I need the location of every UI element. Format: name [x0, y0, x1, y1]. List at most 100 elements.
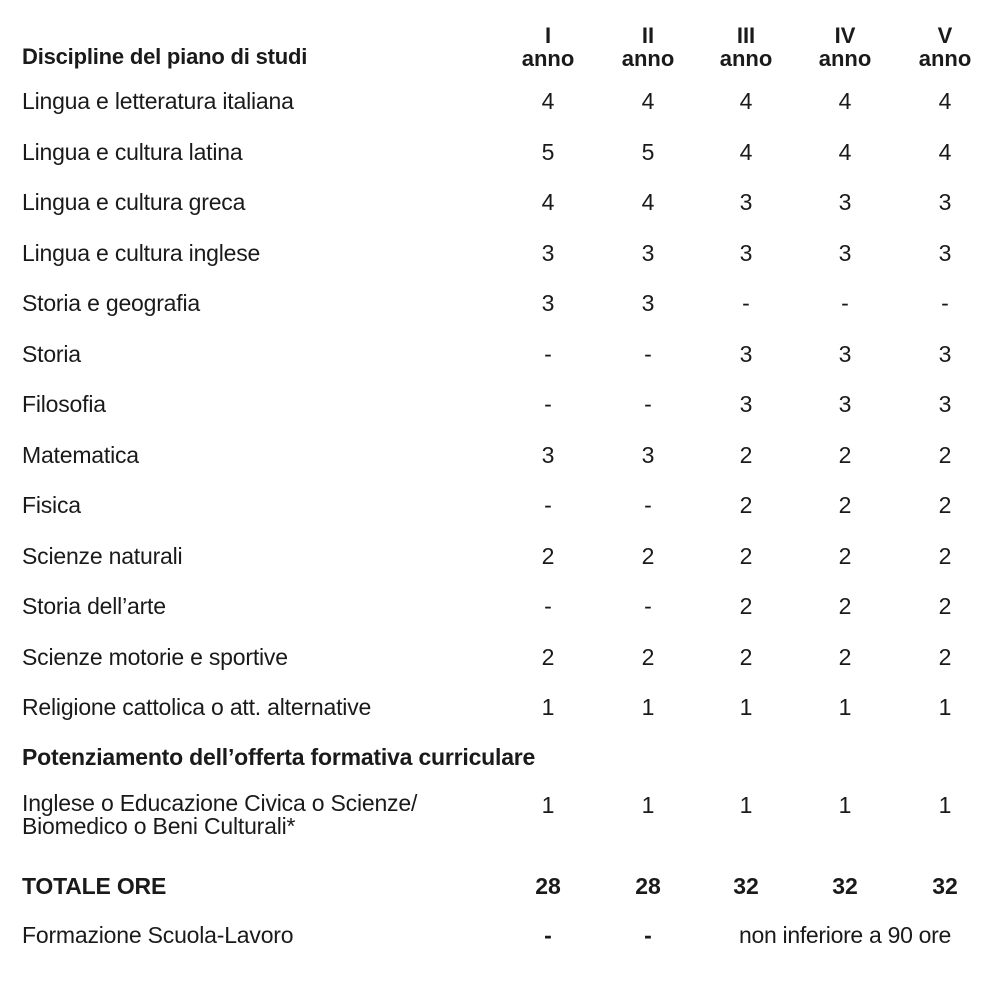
header-year-5: V anno [905, 24, 985, 70]
hours-cell: 2 [739, 492, 753, 518]
hours-cell: 3 [739, 391, 753, 417]
hours-cell: - [544, 593, 552, 619]
hours-cell: - [644, 391, 652, 417]
subject-row: Lingua e letteratura italiana 4 4 4 4 4 [0, 88, 1000, 128]
hours-cell: 3 [938, 340, 952, 367]
hours-cell: 4 [938, 138, 952, 165]
hours-cell: 3 [838, 340, 852, 367]
enrichment-name-line: Inglese o Educazione Civica o Scienze/ [22, 790, 418, 816]
hours-cell: - [544, 340, 552, 367]
hours-cell: 1 [938, 792, 952, 818]
subject-row: Storia dell’arte - - 2 2 2 [0, 593, 1000, 633]
hours-cell: 5 [541, 138, 555, 165]
hours-cell: 1 [541, 694, 555, 720]
hours-cell: 3 [739, 340, 753, 367]
header-year-2: II anno [608, 24, 688, 70]
hours-cell: 4 [541, 88, 555, 114]
hours-cell: 2 [938, 643, 952, 670]
header-year-4: IV anno [805, 24, 885, 70]
hours-cell: 1 [838, 694, 852, 720]
subject-row: Scienze naturali 2 2 2 2 2 [0, 543, 1000, 583]
hours-cell: 3 [838, 239, 852, 266]
hours-cell: 3 [938, 239, 952, 266]
hours-cell: 3 [641, 290, 655, 316]
subject-name: Storia [22, 340, 81, 367]
hours-cell: 3 [541, 441, 555, 468]
hours-cell: 3 [739, 239, 753, 266]
total-label: TOTALE ORE [22, 873, 167, 899]
subject-name: Storia e geografia [22, 290, 200, 316]
hours-cell: 1 [739, 694, 753, 720]
subject-row: Lingua e cultura greca 4 4 3 3 3 [0, 189, 1000, 229]
hours-cell: 1 [838, 792, 852, 818]
hours-cell: - [644, 593, 652, 619]
hours-cell: 2 [541, 643, 555, 670]
year-label: anno [521, 46, 575, 71]
hours-cell: 2 [938, 593, 952, 619]
year-label: anno [719, 46, 773, 71]
hours-cell: 3 [938, 391, 952, 417]
subject-name: Lingua e letteratura italiana [22, 88, 294, 114]
hours-cell: 2 [641, 542, 655, 569]
hours-cell: 2 [838, 643, 852, 670]
hours-cell: 4 [641, 189, 655, 215]
subject-name: Lingua e cultura greca [22, 189, 246, 215]
hours-cell: 3 [641, 441, 655, 468]
hours-cell: 2 [838, 492, 852, 518]
year-label: anno [918, 46, 972, 71]
subject-name: Lingua e cultura inglese [22, 239, 261, 266]
subject-name: Scienze motorie e sportive [22, 643, 288, 670]
year-roman: I [544, 23, 552, 48]
enrichment-row: Inglese o Educazione Civica o Scienze/ B… [0, 792, 1000, 844]
hours-cell: 3 [938, 189, 952, 215]
hours-cell: - [644, 340, 652, 367]
subject-row: Religione cattolica o att. alternative 1… [0, 694, 1000, 734]
hours-cell: 2 [739, 643, 753, 670]
hours-cell: - [941, 290, 949, 316]
hours-cell: 1 [541, 792, 555, 818]
subject-row: Filosofia - - 3 3 3 [0, 391, 1000, 431]
hours-cell: - [544, 922, 552, 948]
subject-row: Matematica 3 3 2 2 2 [0, 442, 1000, 482]
hours-cell: 3 [541, 290, 555, 316]
total-cell: 32 [832, 873, 858, 899]
total-cell: 32 [733, 873, 759, 899]
work-training-row: Formazione Scuola-Lavoro - - non inferio… [0, 922, 1000, 962]
enrichment-name-line: Biomedico o Beni Culturali* [22, 813, 296, 839]
year-roman: II [641, 23, 655, 48]
hours-cell: 3 [838, 189, 852, 215]
header-title: Discipline del piano di studi [22, 44, 308, 69]
hours-cell: 4 [541, 189, 555, 215]
header-row: Discipline del piano di studi I anno II … [0, 24, 1000, 84]
subject-row: Scienze motorie e sportive 2 2 2 2 2 [0, 644, 1000, 684]
subject-row: Fisica - - 2 2 2 [0, 492, 1000, 532]
enrichment-heading-row: Potenziamento dell’offerta formativa cur… [0, 744, 1000, 784]
subject-name: Religione cattolica o att. alternative [22, 694, 372, 720]
subject-name: Lingua e cultura latina [22, 138, 243, 165]
hours-cell: 2 [739, 593, 753, 619]
hours-cell: 3 [838, 391, 852, 417]
header-year-1: I anno [508, 24, 588, 70]
hours-cell: 4 [739, 88, 753, 114]
year-roman: III [736, 23, 756, 48]
hours-cell: 2 [838, 593, 852, 619]
subject-row: Storia - - 3 3 3 [0, 341, 1000, 381]
hours-cell: 3 [641, 239, 655, 266]
work-training-note: non inferiore a 90 ore [738, 922, 952, 948]
hours-cell: 4 [739, 138, 753, 165]
hours-cell: 4 [938, 88, 952, 114]
hours-cell: - [544, 492, 552, 518]
hours-cell: 1 [739, 792, 753, 818]
year-label: anno [818, 46, 872, 71]
total-cell: 32 [932, 873, 958, 899]
hours-cell: - [841, 290, 849, 316]
work-training-label: Formazione Scuola-Lavoro [22, 922, 294, 948]
subject-name: Storia dell’arte [22, 593, 166, 619]
subject-name: Matematica [22, 441, 139, 468]
hours-cell: 4 [641, 88, 655, 114]
total-cell: 28 [535, 873, 561, 899]
subject-row: Storia e geografia 3 3 - - - [0, 290, 1000, 330]
hours-cell: 2 [541, 542, 555, 569]
hours-cell: - [544, 391, 552, 417]
hours-cell: 2 [838, 542, 852, 569]
